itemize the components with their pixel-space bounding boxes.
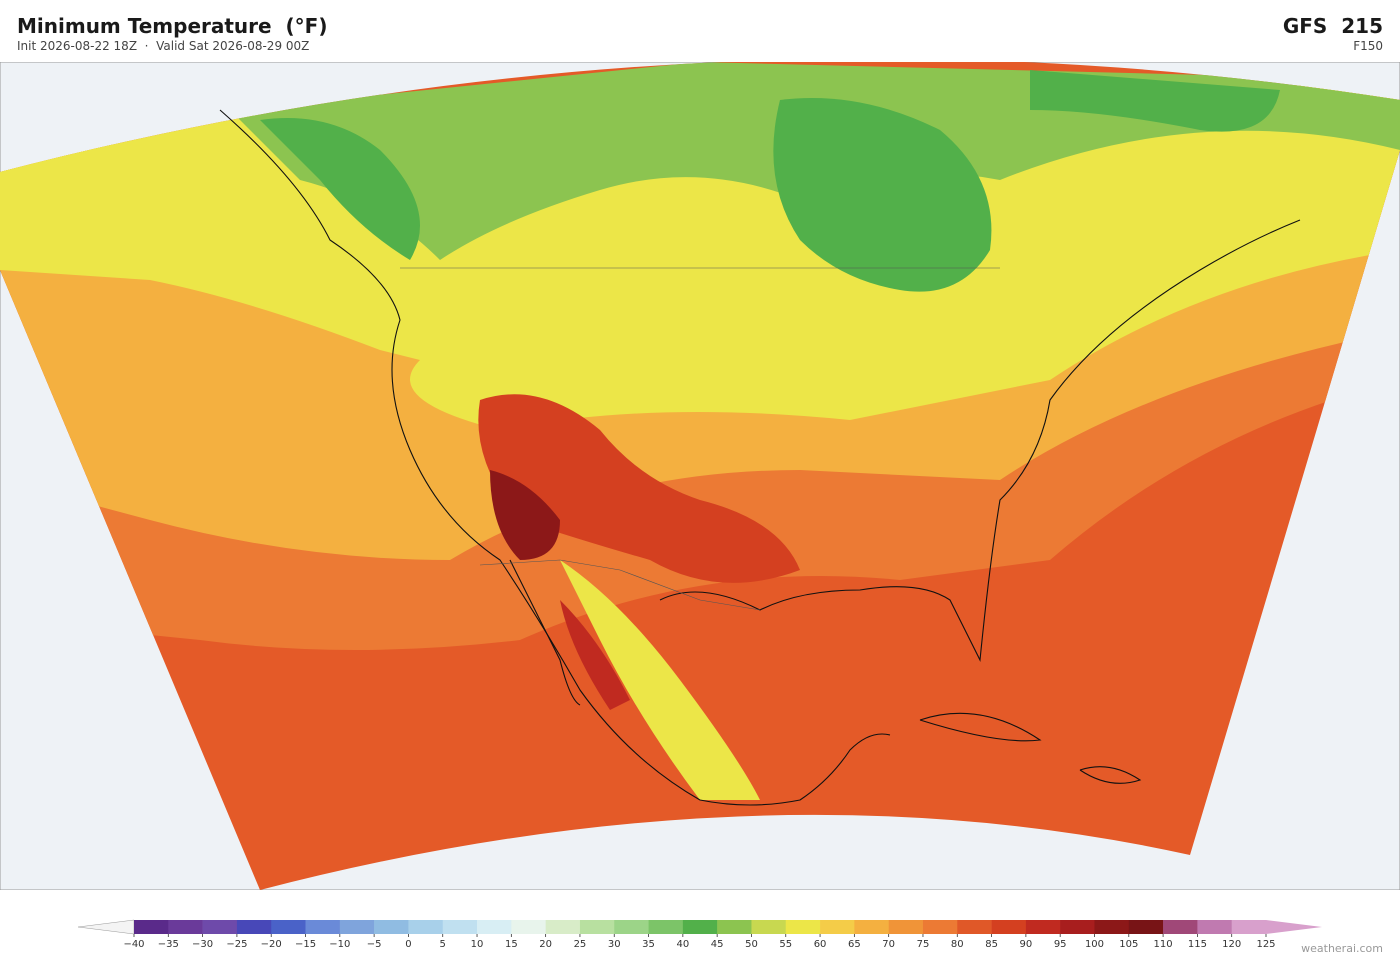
colorbar-tick-label: 80 bbox=[951, 939, 964, 950]
colorbar-tick-label: 85 bbox=[985, 939, 998, 950]
colorbar-tick-label: 75 bbox=[917, 939, 930, 950]
colorbar-bin bbox=[374, 920, 409, 934]
colorbar-bin bbox=[1060, 920, 1095, 934]
colorbar-under bbox=[77, 919, 135, 935]
colorbar-bin bbox=[545, 920, 581, 934]
colorbar-bin bbox=[305, 920, 341, 934]
colorbar-tick-label: 105 bbox=[1119, 939, 1138, 950]
colorbar-bin bbox=[1025, 920, 1061, 934]
colorbar-tick-label: 20 bbox=[539, 939, 552, 950]
colorbar-tick-label: 115 bbox=[1188, 939, 1207, 950]
colorbar-tick-label: 70 bbox=[882, 939, 895, 950]
colorbar-tick-label: 45 bbox=[711, 939, 724, 950]
colorbar-bin bbox=[820, 920, 855, 934]
colorbar-bin bbox=[854, 920, 889, 934]
forecast-hour: F150 bbox=[1353, 39, 1383, 53]
colorbar-bin bbox=[922, 920, 958, 934]
colorbar-tick-label: 90 bbox=[1020, 939, 1033, 950]
colorbar-tick-label: 0 bbox=[405, 939, 411, 950]
colorbar-tick-label: 120 bbox=[1222, 939, 1241, 950]
colorbar-tick-label: −30 bbox=[192, 939, 213, 950]
colorbar-tick-label: 30 bbox=[608, 939, 621, 950]
colorbar-tick-label: 10 bbox=[471, 939, 484, 950]
subtitle: Init 2026-08-22 18Z · Valid Sat 2026-08-… bbox=[17, 39, 310, 53]
colorbar-bin bbox=[511, 920, 546, 934]
colorbar-bin bbox=[477, 920, 512, 934]
temperature-field bbox=[0, 62, 1400, 890]
title: Minimum Temperature (°F) bbox=[17, 14, 328, 38]
colorbar-bin bbox=[1128, 920, 1164, 934]
colorbar-tick-label: −5 bbox=[367, 939, 382, 950]
model-name: GFS 215 bbox=[1282, 14, 1383, 38]
colorbar-tick-label: 25 bbox=[574, 939, 587, 950]
colorbar-bin bbox=[682, 920, 718, 934]
colorbar-tick-label: −10 bbox=[329, 939, 350, 950]
colorbar-bin bbox=[579, 920, 615, 934]
colorbar-tick-label: −20 bbox=[261, 939, 282, 950]
colorbar-bin bbox=[1094, 920, 1130, 934]
colorbar-bin bbox=[202, 920, 238, 934]
colorbar-bin bbox=[1197, 920, 1232, 934]
borders bbox=[400, 267, 1000, 611]
colorbar-bin bbox=[717, 920, 752, 934]
colorbar-tick-label: 65 bbox=[848, 939, 861, 950]
coastlines bbox=[219, 109, 1301, 806]
colorbar-bin bbox=[408, 920, 444, 934]
colorbar: −40 −35 −30 −25 −20 −15 −10 −5 0 5 10 15 20 25 30 35 40 4… bbox=[77, 919, 1322, 950]
colorbar-bin bbox=[785, 920, 821, 934]
colorbar-bin bbox=[957, 920, 992, 934]
colorbar-bin bbox=[614, 920, 649, 934]
colorbar-tick-label: 100 bbox=[1085, 939, 1104, 950]
colorbar-tick-label: 40 bbox=[676, 939, 689, 950]
colorbar-bin bbox=[339, 920, 375, 934]
colorbar-tick-label: −35 bbox=[158, 939, 179, 950]
colorbar-bin bbox=[991, 920, 1027, 934]
map bbox=[0, 62, 1400, 890]
colorbar-tick-label: 110 bbox=[1154, 939, 1173, 950]
colorbar-bin bbox=[1231, 920, 1267, 934]
colorbar-tick-label: 5 bbox=[440, 939, 446, 950]
colorbar-bin bbox=[168, 920, 203, 934]
colorbar-bin bbox=[271, 920, 306, 934]
colorbar-bin bbox=[442, 920, 478, 934]
colorbar-bin bbox=[648, 920, 684, 934]
colorbar-tick-label: 95 bbox=[1054, 939, 1067, 950]
colorbar-tick-label: −40 bbox=[123, 939, 144, 950]
colorbar-tick-label: −25 bbox=[226, 939, 247, 950]
colorbar-tick-label: 125 bbox=[1256, 939, 1275, 950]
colorbar-tick-label: 50 bbox=[745, 939, 758, 950]
colorbar-over bbox=[1266, 920, 1322, 934]
colorbar-bin bbox=[1163, 920, 1198, 934]
colorbar-tick-label: 55 bbox=[779, 939, 792, 950]
colorbar-bin bbox=[751, 920, 787, 934]
colorbar-bin bbox=[236, 920, 272, 934]
colorbar-tick-label: 35 bbox=[642, 939, 655, 950]
colorbar-tick-label: 60 bbox=[814, 939, 827, 950]
watermark: weatherai.com bbox=[1301, 942, 1383, 955]
colorbar-bin bbox=[888, 920, 924, 934]
colorbar-tick-label: −15 bbox=[295, 939, 316, 950]
colorbar-bin bbox=[134, 920, 169, 934]
colorbar-tick-label: 15 bbox=[505, 939, 518, 950]
